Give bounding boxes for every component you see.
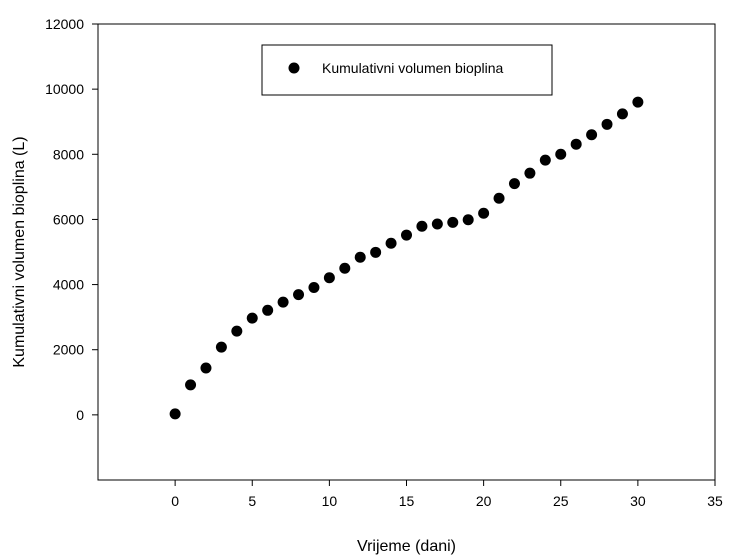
y-tick-label: 12000 (45, 16, 84, 32)
data-point (601, 118, 613, 130)
y-tick-label: 8000 (53, 146, 84, 162)
x-tick-label: 10 (322, 493, 338, 509)
data-point (586, 129, 598, 141)
data-point (462, 214, 474, 226)
data-point (493, 192, 505, 204)
data-point (293, 289, 305, 301)
x-tick-label: 15 (399, 493, 415, 509)
data-point (570, 138, 582, 150)
data-point (215, 341, 227, 353)
y-axis-title: Kumulativni volumen bioplina (L) (11, 136, 28, 367)
data-point (616, 108, 628, 120)
x-axis-ticks: 0 5 10 15 20 25 30 35 (171, 480, 723, 509)
data-point (385, 237, 397, 249)
data-point (308, 282, 320, 294)
data-point (277, 296, 289, 308)
y-axis-ticks: 0 2000 4000 6000 8000 10000 12000 (45, 16, 98, 423)
legend-label: Kumulativni volumen bioplina (322, 60, 504, 76)
x-axis-title: Vrijeme (dani) (357, 538, 456, 555)
y-tick-label: 4000 (53, 277, 84, 293)
legend: Kumulativni volumen bioplina (261, 44, 553, 96)
data-point (354, 251, 366, 263)
data-point (478, 207, 490, 219)
data-point (416, 220, 428, 232)
x-tick-label: 0 (171, 493, 179, 509)
data-points (169, 96, 644, 420)
data-point (200, 362, 212, 374)
x-tick-label: 35 (707, 493, 723, 509)
y-tick-label: 2000 (53, 342, 84, 358)
x-tick-label: 30 (630, 493, 646, 509)
data-point (555, 148, 567, 160)
x-tick-label: 5 (248, 493, 256, 509)
data-point (185, 379, 197, 391)
x-tick-label: 25 (553, 493, 569, 509)
data-point (632, 96, 644, 108)
data-point (370, 246, 382, 258)
data-point (246, 312, 258, 324)
data-point (262, 304, 274, 316)
data-point (169, 408, 181, 420)
data-point (524, 167, 536, 179)
data-point (401, 229, 412, 241)
y-tick-label: 10000 (45, 81, 84, 97)
data-point (539, 154, 551, 166)
data-point (231, 325, 243, 337)
legend-marker (288, 62, 300, 74)
x-tick-label: 20 (476, 493, 492, 509)
y-tick-label: 6000 (53, 211, 84, 227)
data-point (431, 218, 443, 230)
legend-box (261, 44, 553, 96)
data-point (508, 178, 520, 190)
y-tick-label: 0 (76, 407, 84, 423)
data-point (339, 262, 351, 274)
data-point (447, 216, 459, 228)
data-point (323, 272, 335, 284)
